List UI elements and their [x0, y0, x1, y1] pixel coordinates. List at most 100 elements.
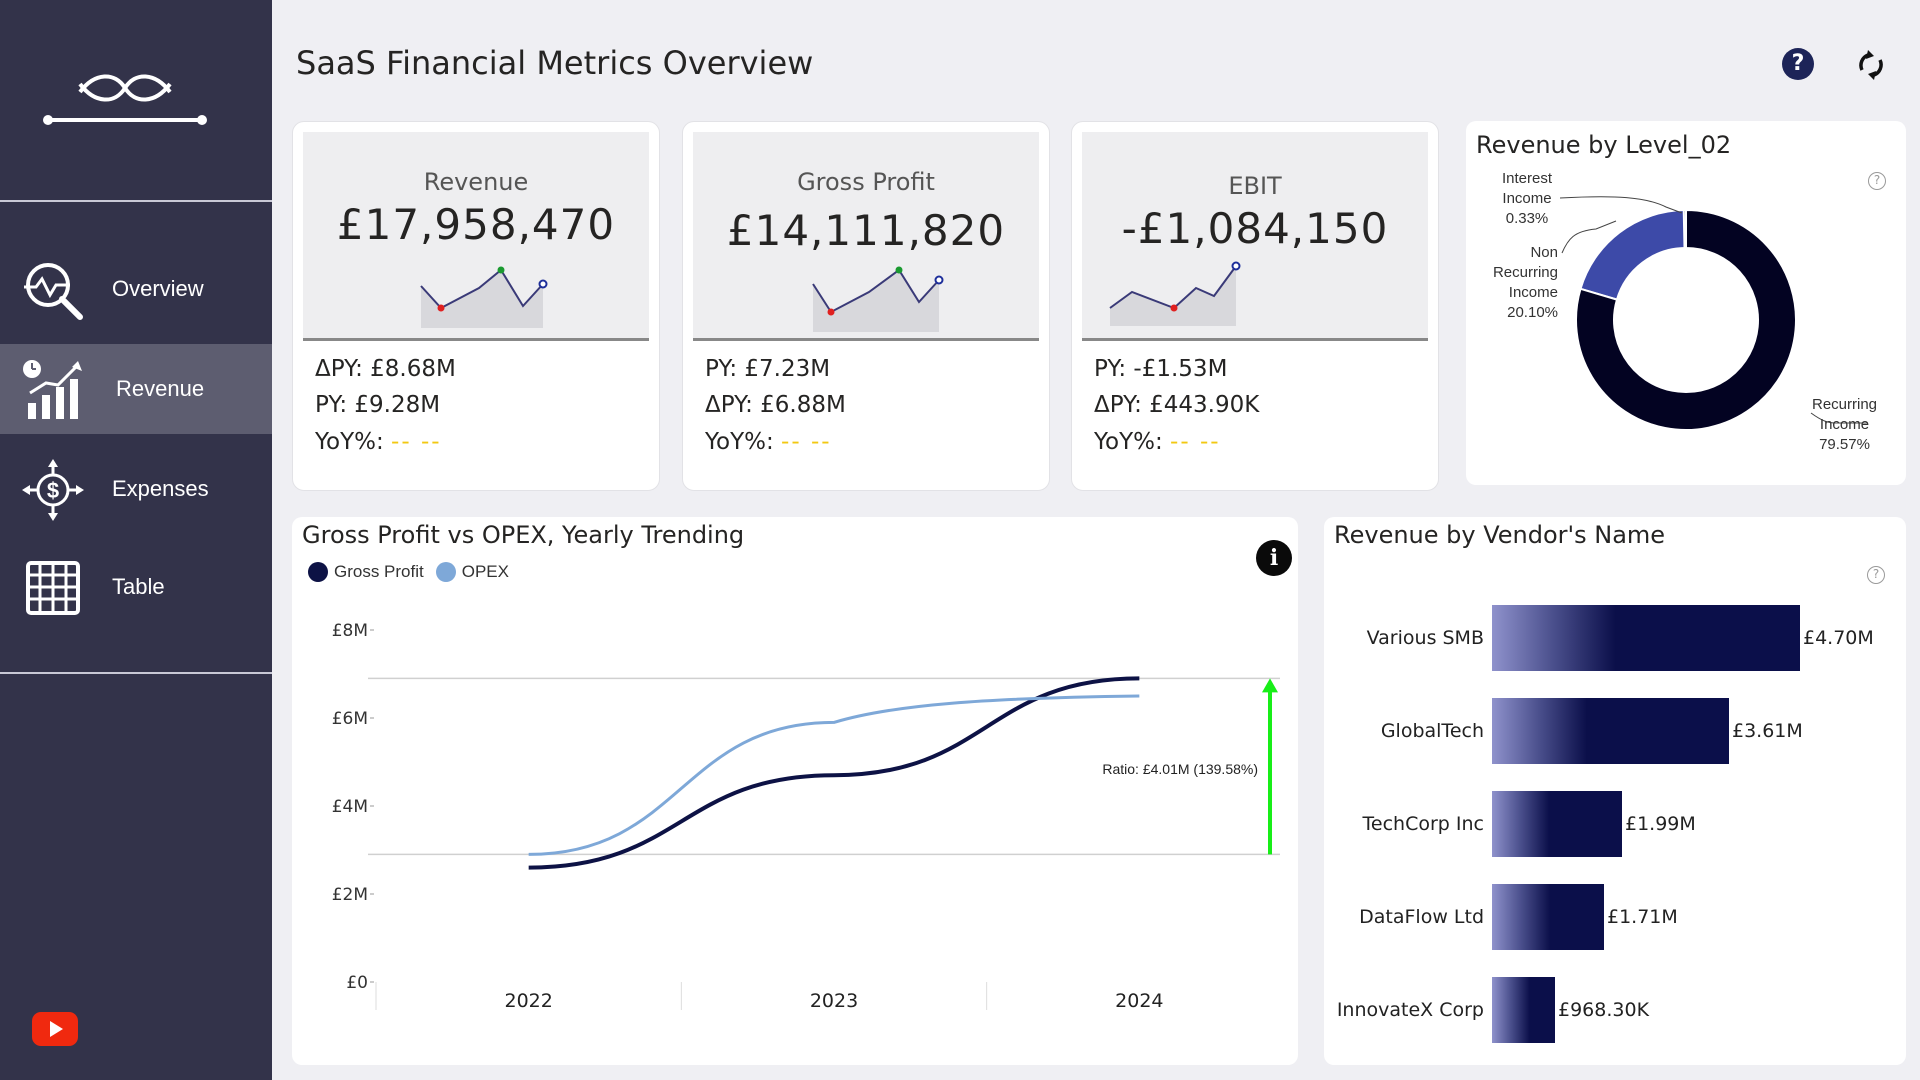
- kpi-separator: [1082, 338, 1428, 341]
- yoy-value: -- --: [391, 429, 442, 455]
- yoy-label: YoY%:: [315, 429, 384, 455]
- kpi-yoy-line: YoY%: -- --: [705, 429, 832, 455]
- donut-label-line: 20.10%: [1507, 304, 1558, 321]
- kpi-yoy-line: YoY%: -- --: [315, 429, 442, 455]
- kpi-top-panel: EBIT -£1,084,150: [1082, 132, 1428, 340]
- x-tick-label: 2023: [810, 990, 858, 1012]
- info-icon[interactable]: i: [1256, 540, 1292, 576]
- kpi-label: Gross Profit: [797, 168, 935, 196]
- y-tick-label: £4M: [332, 797, 368, 817]
- donut-label-line: Income: [1508, 284, 1558, 301]
- vendor-category-label: DataFlow Ltd: [1359, 906, 1484, 928]
- kpi-details: ΔPY: £8.68M PY: £9.28M YoY%: -- --: [303, 342, 649, 480]
- vendor-bar[interactable]: [1492, 605, 1800, 671]
- revenue-growth-icon: [23, 360, 82, 419]
- vendor-category-label: InnovateX Corp: [1336, 999, 1484, 1021]
- legend-item-gross-profit[interactable]: Gross Profit: [308, 562, 424, 582]
- kpi-detail-line: ΔPY: £443.90K: [1094, 392, 1260, 418]
- table-grid-icon: [26, 561, 80, 615]
- youtube-icon[interactable]: [32, 1012, 78, 1046]
- sidebar-item-expenses[interactable]: $ Expenses: [0, 444, 272, 534]
- sidebar-item-label: Expenses: [112, 476, 209, 501]
- kpi-top-panel: Gross Profit £14,111,820: [693, 132, 1039, 340]
- help-circle-icon[interactable]: ?: [1868, 172, 1886, 190]
- series-line-opex[interactable]: [528, 694, 1140, 856]
- donut-label-line: Recurring: [1492, 264, 1558, 281]
- donut-label-line: Interest: [1502, 170, 1553, 187]
- vendor-bar[interactable]: [1492, 977, 1555, 1043]
- legend-label: Gross Profit: [334, 562, 424, 581]
- sparkline: [1109, 261, 1241, 326]
- yoy-label: YoY%:: [1094, 429, 1163, 455]
- sidebar-item-table[interactable]: Table: [0, 542, 272, 632]
- legend-item-opex[interactable]: OPEX: [435, 562, 509, 582]
- series-line-gross-profit[interactable]: [528, 676, 1140, 870]
- svg-text:$: $: [47, 478, 59, 503]
- donut-label-line: 79.57%: [1819, 436, 1870, 453]
- expenses-dollar-icon: $: [22, 459, 84, 521]
- sidebar-item-label: Table: [112, 574, 165, 599]
- kpi-value: £17,958,470: [336, 200, 616, 249]
- kpi-detail-line: PY: -£1.53M: [1094, 356, 1228, 382]
- donut-label-line: Income: [1502, 190, 1552, 207]
- kpi-detail-line: ΔPY: £6.88M: [705, 392, 846, 418]
- kpi-card-revenue: Revenue £17,958,470 ΔPY: £8.68M PY: £9.2…: [292, 121, 660, 491]
- trend-chart: £0 £2M £4M £6M £8M 2022 2023 2024 Ratio: £4.01M …: [332, 621, 1280, 1012]
- help-circle-icon[interactable]: ?: [1867, 566, 1885, 584]
- sparkline: [812, 266, 944, 332]
- vendor-value-label: £4.70M: [1803, 627, 1874, 649]
- sidebar-item-overview[interactable]: Overview: [0, 244, 272, 334]
- kpi-separator: [303, 338, 649, 341]
- yoy-label: YoY%:: [705, 429, 774, 455]
- donut-label-nonrecurring: Non Recurring Income 20.10%: [1486, 243, 1558, 323]
- donut-label-line: Income: [1819, 416, 1870, 433]
- vendor-value-label: £968.30K: [1558, 999, 1650, 1021]
- yoy-value: -- --: [781, 429, 832, 455]
- sidebar-divider-bottom: [0, 672, 272, 674]
- page-title: SaaS Financial Metrics Overview: [296, 44, 814, 82]
- trend-card: Gross Profit vs OPEX, Yearly Trending: [292, 517, 1298, 1065]
- yoy-value: -- --: [1170, 429, 1221, 455]
- kpi-card-gross-profit: Gross Profit £14,111,820 PY: £7.23M ΔPY:…: [682, 121, 1050, 491]
- donut-leader-line: [1810, 412, 1868, 424]
- kpi-top-panel: Revenue £17,958,470: [303, 132, 649, 340]
- donut-card: Revenue by Level_02 ? Interest Income 0.…: [1466, 121, 1906, 485]
- donut-slice[interactable]: [1579, 209, 1686, 301]
- donut-chart: [1559, 196, 1868, 431]
- kpi-details: PY: £7.23M ΔPY: £6.88M YoY%: -- --: [693, 342, 1039, 480]
- kpi-separator: [693, 338, 1039, 341]
- vendor-category-label: Various SMB: [1366, 627, 1484, 649]
- donut-leader-line: [1561, 220, 1617, 254]
- x-tick-label: 2024: [1115, 990, 1163, 1012]
- kpi-label: Revenue: [423, 168, 529, 196]
- sidebar: Overview Revenue $ Expense: [0, 0, 272, 1080]
- vendor-bar[interactable]: [1492, 698, 1729, 764]
- refresh-icon[interactable]: [1854, 48, 1888, 82]
- donut-title: Revenue by Level_02: [1476, 131, 1732, 159]
- kpi-card-ebit: EBIT -£1,084,150 PY: -£1.53M ΔPY: £443.9…: [1071, 121, 1439, 491]
- vendor-category-label: GlobalTech: [1380, 720, 1484, 742]
- kpi-value: £14,111,820: [726, 206, 1006, 255]
- y-tick-label: £0: [346, 973, 368, 993]
- kpi-yoy-line: YoY%: -- --: [1094, 429, 1221, 455]
- trend-legend: Gross Profit OPEX: [308, 562, 521, 582]
- sidebar-divider-top: [0, 200, 272, 202]
- infinity-bridge-logo-icon: [43, 74, 207, 125]
- vendor-bar[interactable]: [1492, 791, 1622, 857]
- vendor-value-label: £1.99M: [1625, 813, 1696, 835]
- vendor-category-label: TechCorp Inc: [1362, 813, 1484, 835]
- ratio-arrow-head: [1262, 678, 1278, 693]
- sidebar-item-label: Overview: [112, 276, 204, 301]
- vendor-bar[interactable]: [1492, 884, 1604, 950]
- donut-label-line: Non: [1530, 244, 1558, 261]
- donut-slice[interactable]: [1575, 208, 1797, 431]
- sidebar-item-revenue[interactable]: Revenue: [0, 344, 272, 434]
- kpi-value: -£1,084,150: [1121, 204, 1389, 253]
- trend-title: Gross Profit vs OPEX, Yearly Trending: [302, 521, 745, 549]
- donut-label-recurring: Recurring Income 79.57%: [1812, 395, 1877, 455]
- donut-label-line: Recurring: [1812, 396, 1878, 413]
- sparkline: [420, 266, 548, 328]
- help-icon[interactable]: ?: [1782, 48, 1814, 80]
- sidebar-item-label: Revenue: [116, 376, 205, 401]
- ratio-annotation: Ratio: £4.01M (139.58%): [1102, 761, 1258, 777]
